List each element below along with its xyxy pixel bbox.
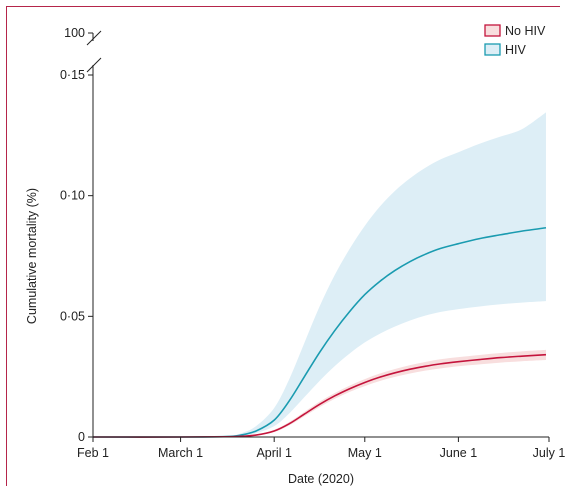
legend-swatch-hiv xyxy=(484,43,501,56)
y-tick-label: 0·10 xyxy=(60,189,85,203)
y-tick-label: 0 xyxy=(78,430,85,444)
axis-break-mark-upper xyxy=(86,30,102,46)
legend: No HIV HIV xyxy=(484,24,546,57)
confidence-bands xyxy=(93,112,546,438)
x-tick-label: July 1 xyxy=(533,446,565,460)
axes: 0 0·05 0·10 0·15 100 Feb 1 March 1 April 1 May 1… xyxy=(25,26,565,486)
x-tick-label: April 1 xyxy=(256,446,291,460)
y-tick-label: 0·15 xyxy=(60,68,85,82)
band-hiv xyxy=(93,112,546,438)
x-tick-label: March 1 xyxy=(158,446,203,460)
y-tick-label: 0·05 xyxy=(60,309,85,323)
legend-swatch-no-hiv xyxy=(484,24,501,37)
legend-label-no-hiv: No HIV xyxy=(505,24,546,38)
y-axis-title: Cumulative mortality (%) xyxy=(25,188,39,324)
x-tick-label: Feb 1 xyxy=(77,446,109,460)
line-hiv xyxy=(92,226,547,438)
axis-break-mark-lower xyxy=(86,57,102,73)
line-no-hiv xyxy=(92,353,547,438)
figure-frame xyxy=(6,6,560,486)
x-tick-label: June 1 xyxy=(440,446,478,460)
band-no-hiv xyxy=(93,349,546,438)
legend-label-hiv: HIV xyxy=(505,43,527,57)
x-tick-label: May 1 xyxy=(348,446,382,460)
y-tick-label-break: 100 xyxy=(64,26,85,40)
x-axis-title: Date (2020) xyxy=(288,472,354,486)
series-lines xyxy=(92,226,547,438)
